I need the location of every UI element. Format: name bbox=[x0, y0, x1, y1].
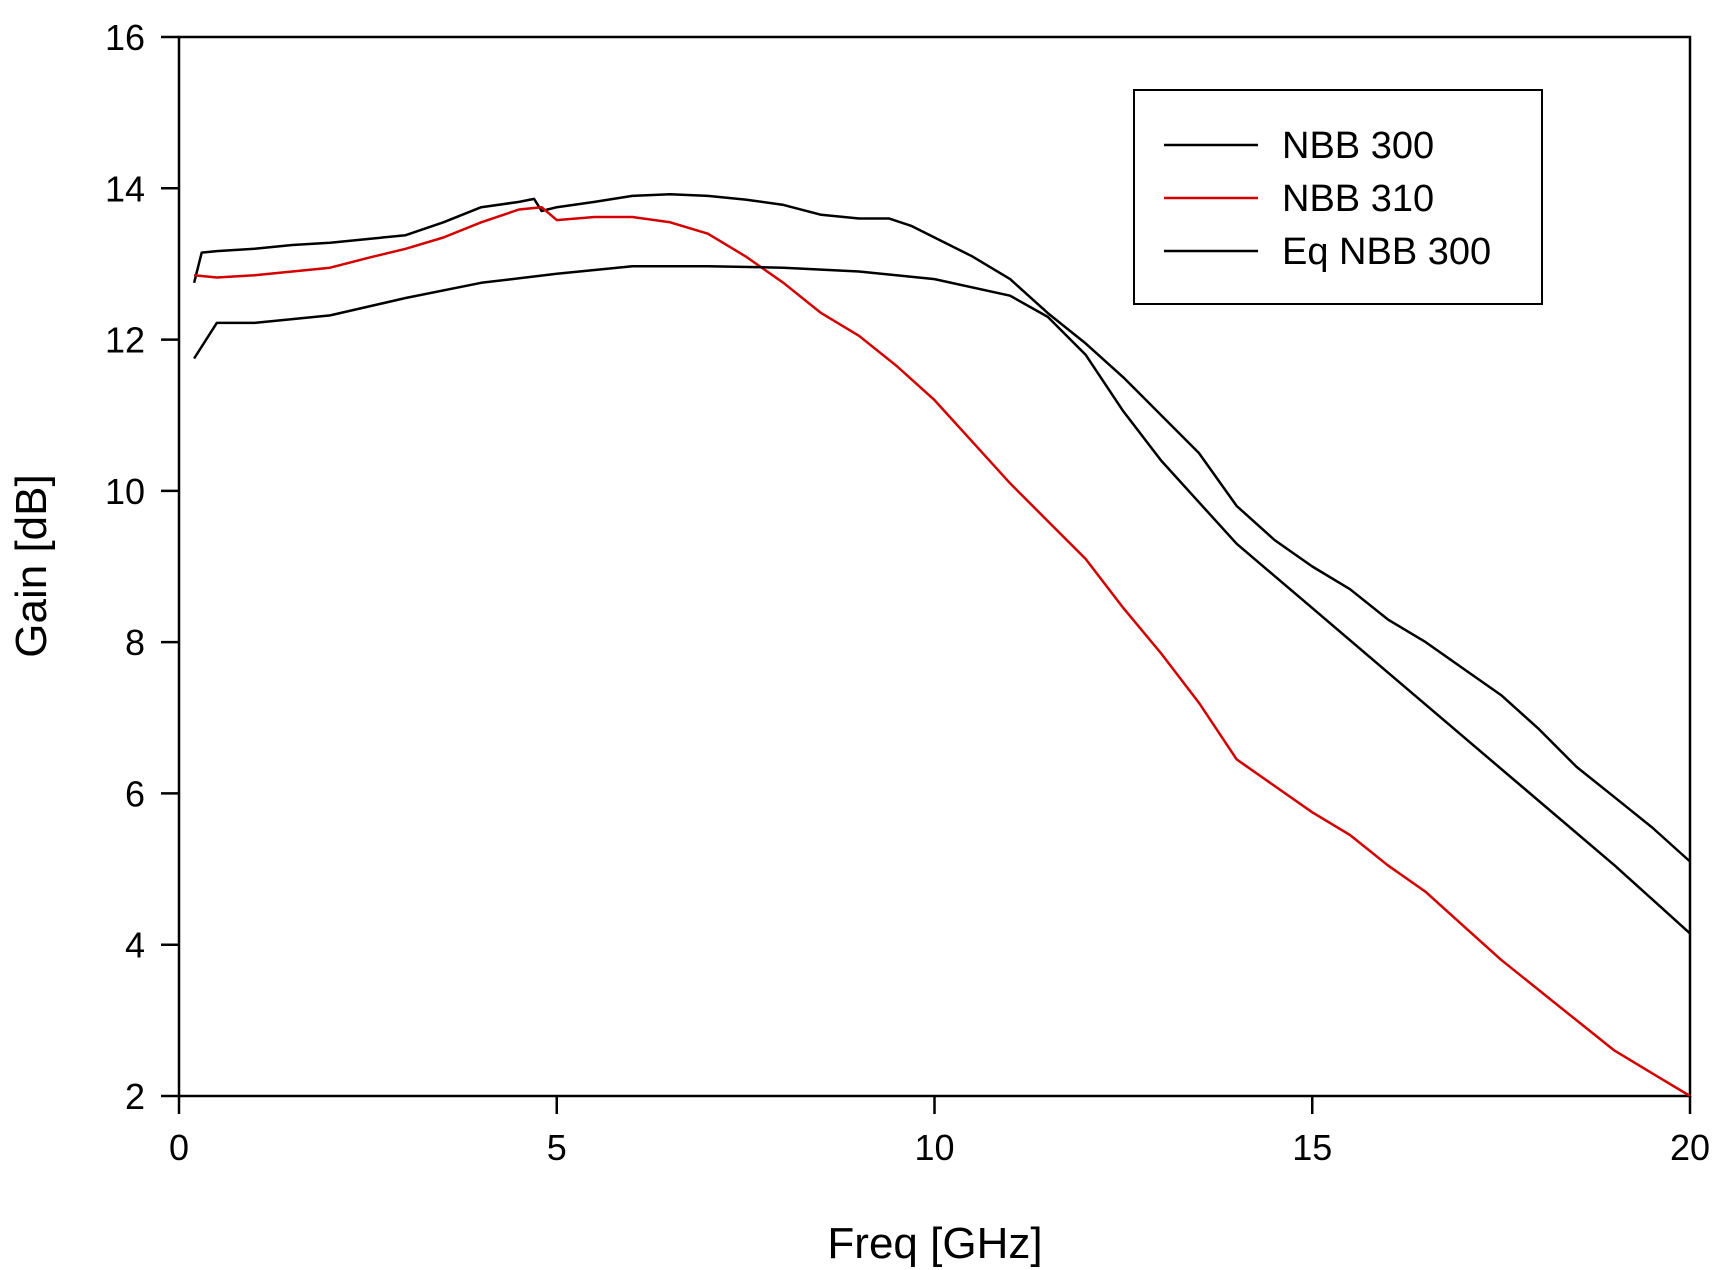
y-tick-label: 16 bbox=[105, 17, 145, 58]
ticks-layer: 0 5 10 15 20 2 4 6 8 10 12 14 16 bbox=[105, 17, 1710, 1168]
y-tick-label: 8 bbox=[125, 622, 145, 663]
x-tick-label: 15 bbox=[1292, 1127, 1332, 1168]
x-axis-title: Freq [GHz] bbox=[827, 1219, 1042, 1268]
y-tick-label: 2 bbox=[125, 1076, 145, 1117]
y-tick-label: 10 bbox=[105, 471, 145, 512]
legend: NBB 300 NBB 310 Eq NBB 300 bbox=[1133, 89, 1543, 305]
series-line-2 bbox=[193, 205, 1691, 1098]
legend-label: NBB 300 bbox=[1282, 125, 1434, 167]
y-tick-label: 4 bbox=[125, 925, 145, 966]
x-tick-label: 0 bbox=[169, 1127, 189, 1168]
y-tick-label: 12 bbox=[105, 320, 145, 361]
series-line-1 bbox=[192, 193, 1691, 863]
y-tick-label: 14 bbox=[105, 168, 145, 209]
y-axis-title: Gain [dB] bbox=[7, 474, 56, 657]
x-tick-label: 10 bbox=[914, 1127, 954, 1168]
legend-label: NBB 310 bbox=[1282, 178, 1434, 220]
x-tick-label: 20 bbox=[1670, 1127, 1710, 1168]
series-line-3 bbox=[193, 264, 1691, 935]
y-tick-label: 6 bbox=[125, 773, 145, 814]
legend-label: Eq NBB 300 bbox=[1282, 231, 1491, 273]
x-tick-label: 5 bbox=[547, 1127, 567, 1168]
series-layer bbox=[192, 193, 1691, 1098]
